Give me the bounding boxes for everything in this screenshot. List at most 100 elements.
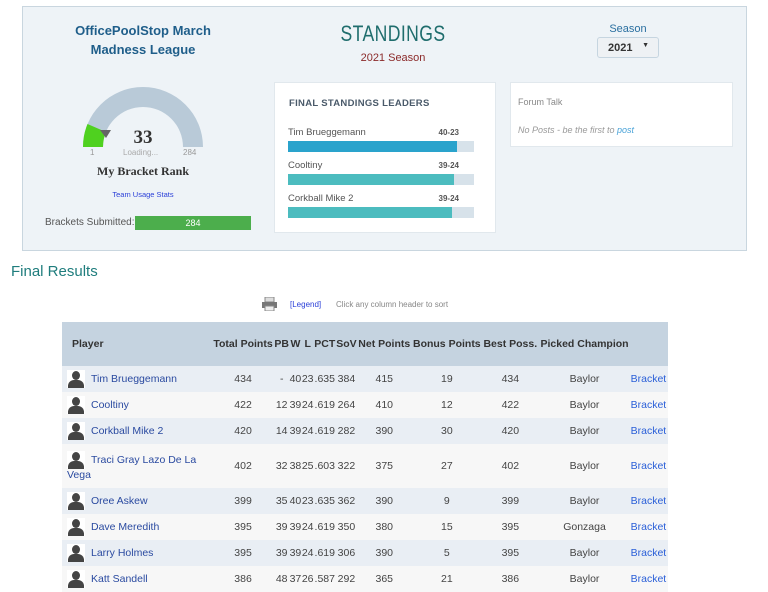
player-name[interactable]: Dave Meredith bbox=[91, 520, 160, 533]
column-header[interactable]: Total Points bbox=[212, 322, 275, 366]
cell: 402 bbox=[212, 444, 275, 488]
leader-item: Tim Brueggemann 40-23 bbox=[288, 127, 474, 152]
leader-record: 39-24 bbox=[438, 194, 459, 203]
cell: 282 bbox=[335, 418, 358, 444]
player-cell[interactable]: Katt Sandell bbox=[62, 566, 212, 592]
cell: .619 bbox=[313, 418, 336, 444]
player-cell[interactable]: Larry Holmes bbox=[62, 540, 212, 566]
player-cell[interactable]: Corkball Mike 2 bbox=[62, 418, 212, 444]
legend-link[interactable]: [Legend] bbox=[290, 300, 322, 309]
team-usage-link[interactable]: Team Usage Stats bbox=[112, 190, 174, 199]
cell: .603 bbox=[313, 444, 336, 488]
bracket-link[interactable]: Bracket bbox=[630, 392, 668, 418]
cell: 386 bbox=[482, 566, 539, 592]
bracket-link[interactable]: Bracket bbox=[630, 540, 668, 566]
cell: Baylor bbox=[538, 444, 631, 488]
table-row: Larry Holmes 395 39 39 24.619 306 390 5 395 Baylo… bbox=[62, 540, 668, 566]
cell: .619 bbox=[313, 540, 336, 566]
forum-empty: No Posts - be the first to post bbox=[518, 125, 634, 135]
cell: 264 bbox=[335, 392, 358, 418]
cell: .635 bbox=[313, 366, 336, 392]
player-name[interactable]: Cooltiny bbox=[91, 398, 129, 411]
bracket-link[interactable]: Bracket bbox=[630, 366, 668, 392]
cell: 384 bbox=[335, 366, 358, 392]
cell: 24 bbox=[301, 418, 314, 444]
column-header[interactable]: Best Poss. bbox=[482, 322, 539, 366]
cell: 35 bbox=[274, 488, 290, 514]
cell: 26 bbox=[301, 566, 314, 592]
column-header[interactable]: Net Points bbox=[357, 322, 412, 366]
player-name[interactable]: Tim Brueggemann bbox=[91, 372, 177, 385]
leader-record: 39-24 bbox=[438, 161, 459, 170]
sort-hint: Click any column header to sort bbox=[336, 300, 449, 309]
cell: 19 bbox=[411, 366, 483, 392]
player-name[interactable]: Traci Gray Lazo De La Vega bbox=[67, 453, 197, 481]
leaders-title: FINAL STANDINGS LEADERS bbox=[289, 98, 430, 109]
cell: .619 bbox=[313, 514, 336, 540]
column-header[interactable]: SoV bbox=[335, 322, 358, 366]
print-icon[interactable] bbox=[262, 297, 277, 311]
leader-bar bbox=[288, 141, 474, 152]
bracket-link[interactable]: Bracket bbox=[630, 418, 668, 444]
season-subtitle: 2021 Season bbox=[360, 52, 426, 64]
player-cell[interactable]: Traci Gray Lazo De La Vega bbox=[62, 444, 212, 488]
bracket-link[interactable]: Bracket bbox=[630, 514, 668, 540]
leader-bar-fill bbox=[288, 174, 454, 185]
cell: Baylor bbox=[538, 418, 631, 444]
avatar-icon bbox=[67, 544, 85, 562]
column-header[interactable]: PCT bbox=[313, 322, 336, 366]
cell: 39 bbox=[289, 540, 302, 566]
cell: 415 bbox=[357, 366, 412, 392]
column-header[interactable]: Picked Champion bbox=[538, 322, 631, 366]
post-link[interactable]: post bbox=[617, 125, 635, 135]
leader-record: 40-23 bbox=[438, 128, 459, 137]
player-cell[interactable]: Dave Meredith bbox=[62, 514, 212, 540]
season-select[interactable]: 2021 ▼ bbox=[597, 37, 659, 58]
cell: 322 bbox=[335, 444, 358, 488]
avatar-icon bbox=[67, 370, 85, 388]
cell: 399 bbox=[212, 488, 275, 514]
column-header[interactable]: W bbox=[289, 322, 302, 366]
column-header[interactable]: Bonus Points bbox=[411, 322, 483, 366]
cell: 395 bbox=[212, 514, 275, 540]
cell: 24 bbox=[301, 392, 314, 418]
caret-down-icon: ▼ bbox=[642, 42, 649, 49]
player-cell[interactable]: Cooltiny bbox=[62, 392, 212, 418]
cell: 39 bbox=[289, 392, 302, 418]
avatar-icon bbox=[67, 518, 85, 536]
cell: 390 bbox=[357, 540, 412, 566]
bracket-link[interactable]: Bracket bbox=[630, 488, 668, 514]
column-header[interactable] bbox=[630, 322, 668, 366]
player-cell[interactable]: Tim Brueggemann bbox=[62, 366, 212, 392]
player-name[interactable]: Larry Holmes bbox=[91, 546, 154, 559]
bracket-link[interactable]: Bracket bbox=[630, 444, 668, 488]
cell: 23 bbox=[301, 488, 314, 514]
bracket-link[interactable]: Bracket bbox=[630, 566, 668, 592]
cell: 12 bbox=[411, 392, 483, 418]
avatar-icon bbox=[67, 422, 85, 440]
cell: 350 bbox=[335, 514, 358, 540]
cell: 38 bbox=[289, 444, 302, 488]
column-header[interactable]: Player bbox=[62, 322, 212, 366]
cell: 380 bbox=[357, 514, 412, 540]
player-name[interactable]: Oree Askew bbox=[91, 494, 148, 507]
column-header[interactable]: PB bbox=[274, 322, 290, 366]
cell: 395 bbox=[212, 540, 275, 566]
player-cell[interactable]: Oree Askew bbox=[62, 488, 212, 514]
cell: Baylor bbox=[538, 488, 631, 514]
cell: 362 bbox=[335, 488, 358, 514]
cell: 39 bbox=[274, 540, 290, 566]
cell: 5 bbox=[411, 540, 483, 566]
gauge-loading: Loading... bbox=[123, 148, 159, 157]
cell: Gonzaga bbox=[538, 514, 631, 540]
avatar-icon bbox=[67, 570, 85, 588]
player-name[interactable]: Katt Sandell bbox=[91, 572, 148, 585]
rank-label: My Bracket Rank bbox=[97, 164, 189, 178]
cell: 422 bbox=[482, 392, 539, 418]
gauge-fill bbox=[83, 124, 106, 147]
final-results-title: Final Results bbox=[11, 263, 98, 280]
cell: 37 bbox=[289, 566, 302, 592]
column-header[interactable]: L bbox=[301, 322, 314, 366]
cell: 434 bbox=[212, 366, 275, 392]
player-name[interactable]: Corkball Mike 2 bbox=[91, 424, 164, 437]
